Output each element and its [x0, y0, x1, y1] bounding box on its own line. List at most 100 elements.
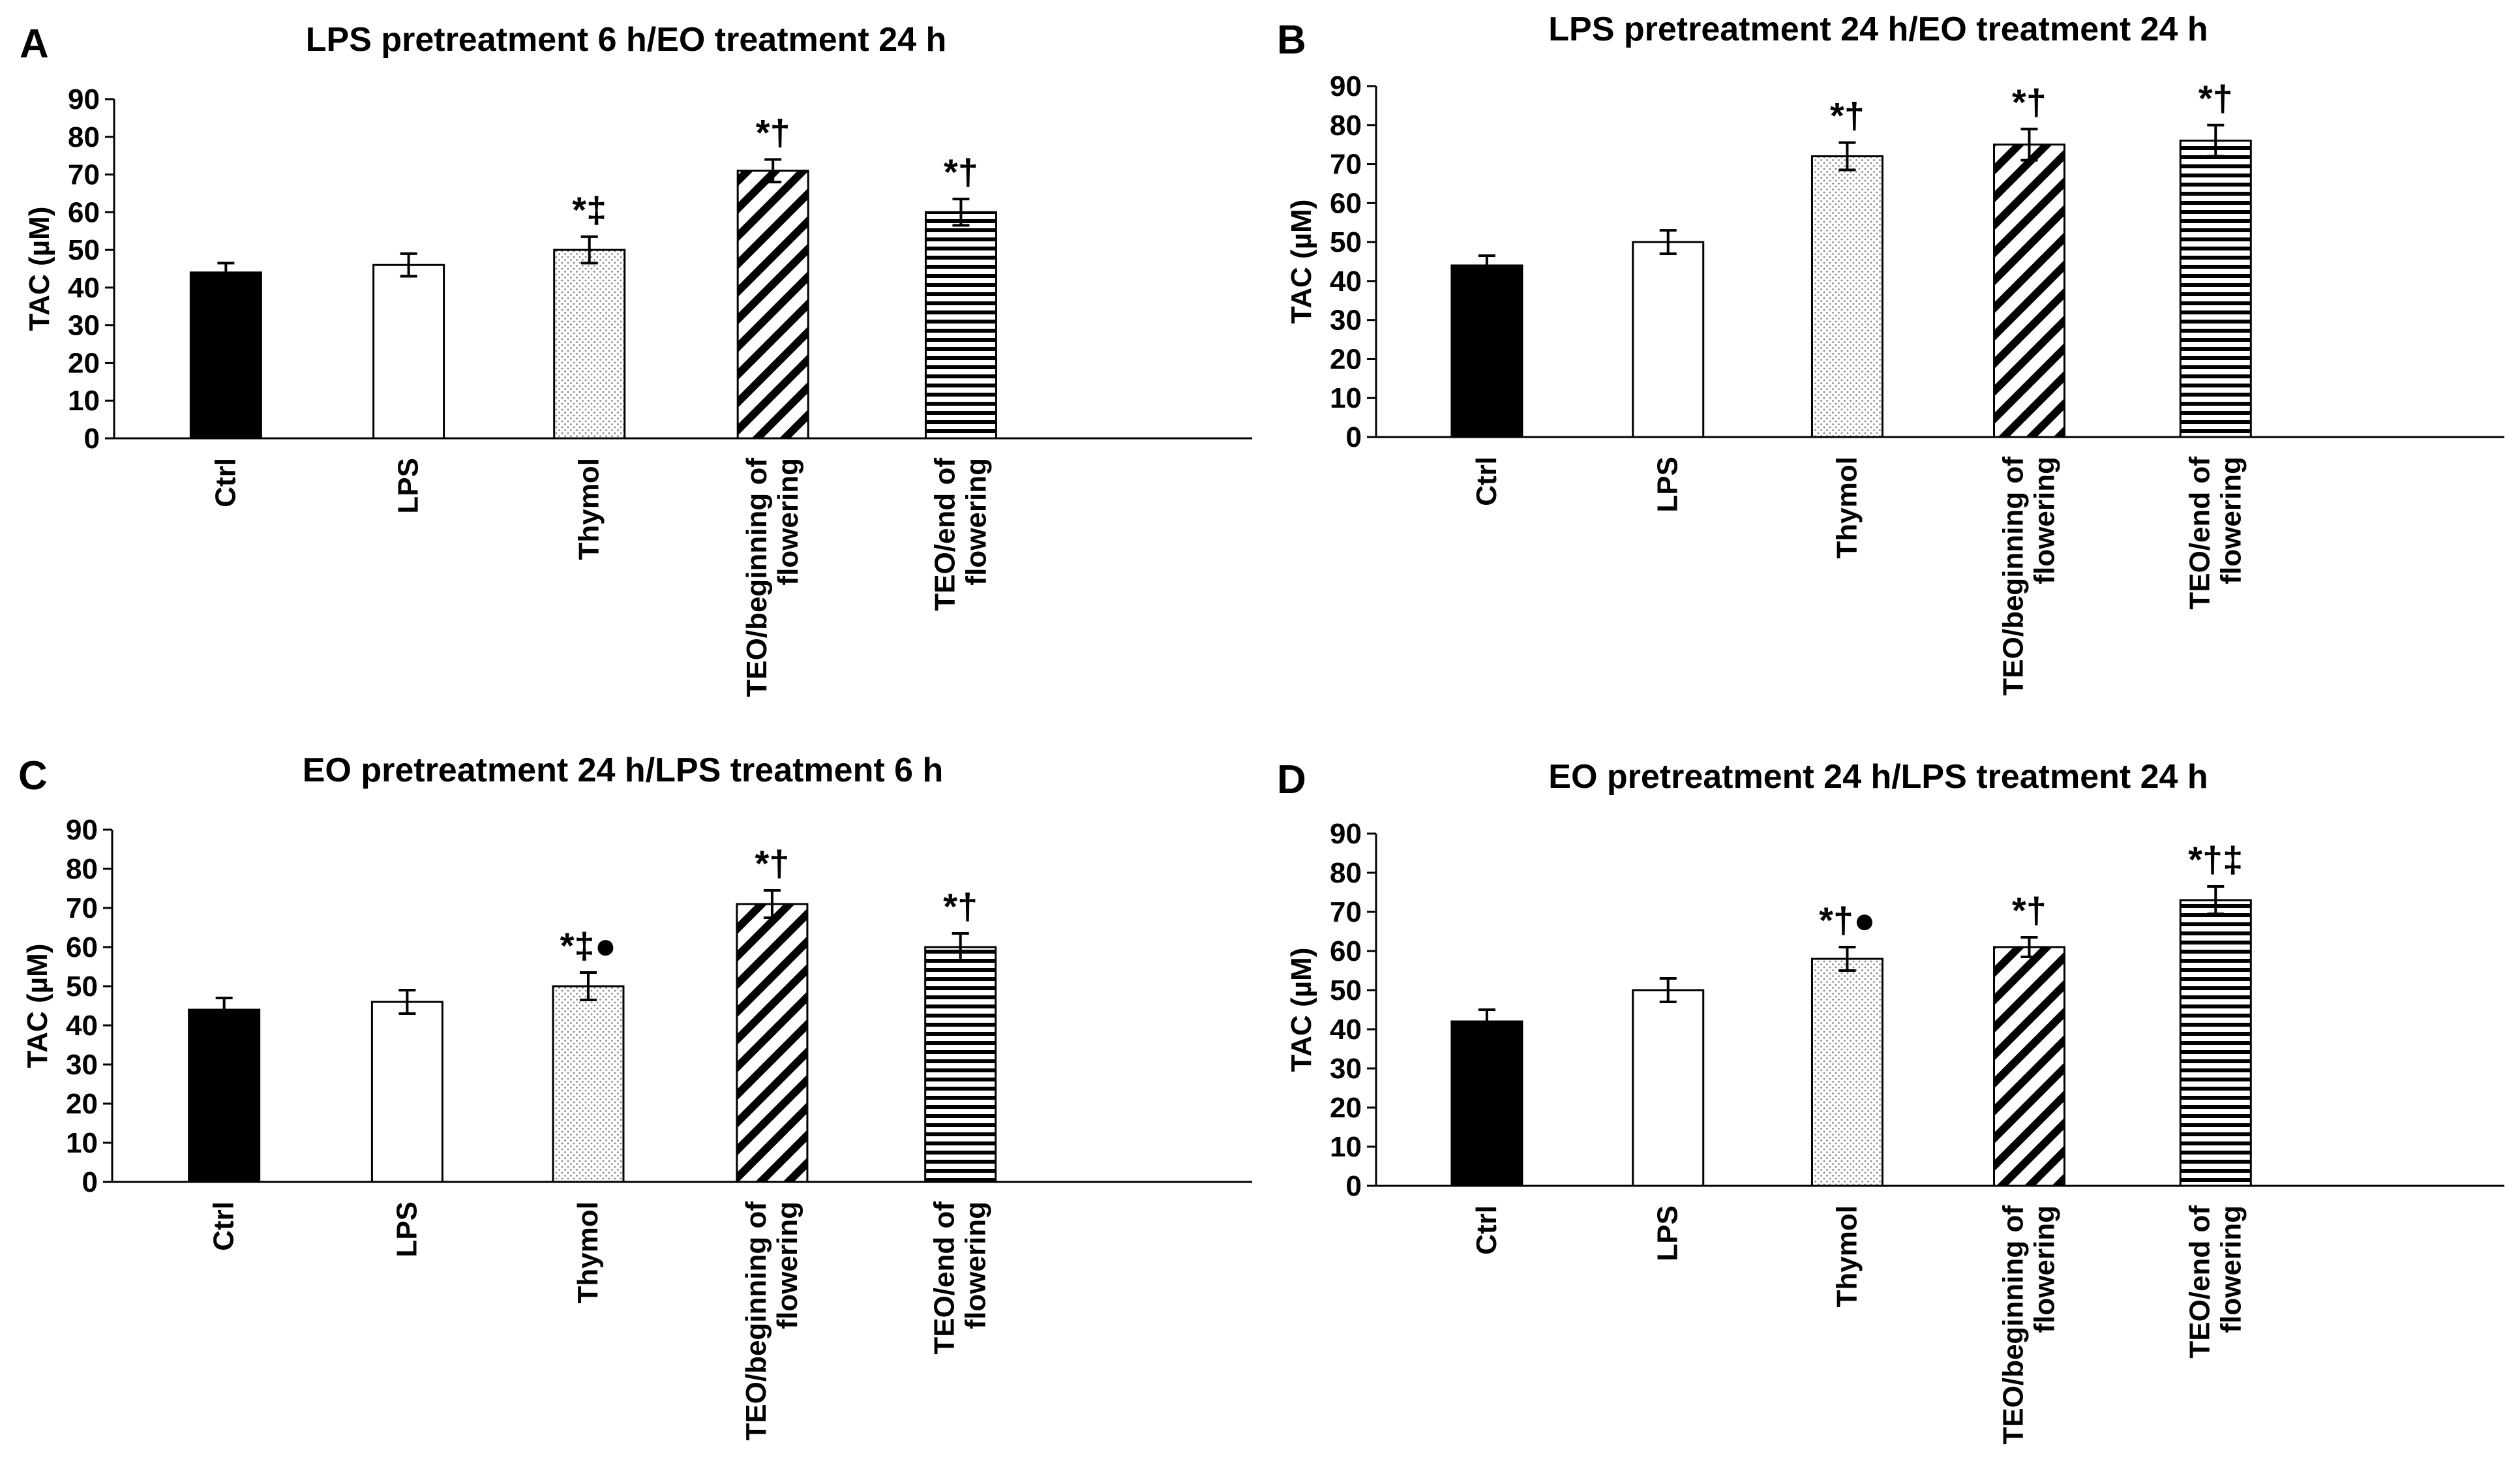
panel-a-y-tick-label: 50: [68, 234, 100, 266]
panel-c-category-label: flowering: [772, 1201, 803, 1329]
panel-b-title: LPS pretreatment 24 h/EO treatment 24 h: [1548, 10, 2208, 48]
panel-b-category-label: Ctrl: [1471, 457, 1503, 506]
panel-c-y-tick-label: 10: [66, 1127, 98, 1159]
panel-a-category-label: flowering: [772, 458, 804, 586]
panel-b-significance-label: *†: [2198, 78, 2233, 119]
panel-a-y-tick-label: 10: [68, 385, 100, 417]
panel-c-category-label: flowering: [960, 1201, 992, 1329]
panel-c-y-tick-label: 90: [66, 814, 98, 846]
panel-b-y-tick-label: 20: [1330, 343, 1362, 375]
panel-a-y-tick-label: 70: [68, 159, 100, 191]
panel-c-bar: [924, 946, 997, 1183]
panel-b-y-tick-label: 10: [1330, 382, 1362, 414]
panel-d-category-label: flowering: [2028, 1205, 2060, 1333]
panel-d: D EO pretreatment 24 h/LPS treatment 24 h…: [1277, 757, 2504, 1445]
panel-d-y-tick-label: 70: [1330, 896, 1362, 928]
panel-a-category-label: flowering: [960, 458, 992, 586]
panel-a-y-tick-label: 80: [68, 121, 100, 153]
panel-d-category-label: TEO/end of: [2183, 1205, 2215, 1359]
panel-a-bar: [189, 271, 262, 440]
panel-c-y-tick-label: 40: [66, 1010, 98, 1042]
panel-d-y-tick-label: 10: [1330, 1131, 1362, 1163]
panel-b-significance-label: *†: [1830, 95, 1865, 136]
panel-c-y-axis-label: TAC (µM): [22, 944, 53, 1068]
panel-c-y-tick-label: 60: [66, 931, 98, 963]
panel-c-bar: [370, 1001, 443, 1183]
panel-d-y-tick-label: 50: [1330, 974, 1362, 1006]
panel-d-letter: D: [1277, 757, 1306, 802]
panel-a-bar: [372, 264, 445, 440]
panel-d-bar: [1810, 958, 1883, 1187]
panel-c-significance-label: *†: [755, 843, 789, 884]
panel-c-significance-label: *†: [943, 886, 978, 927]
panel-a-y-axis-label: TAC (µM): [23, 207, 55, 331]
panel-b-category-label: LPS: [1652, 457, 1684, 513]
panel-a-category-label: LPS: [393, 458, 425, 514]
panel-b-y-tick-label: 50: [1330, 226, 1362, 258]
panel-c-significance-label: *‡●: [560, 925, 617, 966]
panel-b-category-label: flowering: [2028, 457, 2060, 584]
panel-d-y-tick-label: 60: [1330, 935, 1362, 967]
panel-d-y-tick-label: 30: [1330, 1053, 1362, 1085]
panel-b-category-label: TEO/beginning of: [1997, 457, 2029, 696]
panel-b-y-tick-label: 70: [1330, 149, 1362, 181]
panel-d-bar: [1992, 946, 2065, 1187]
panel-c-bar: [736, 903, 809, 1183]
panel-c-title: EO pretreatment 24 h/LPS treatment 6 h: [303, 751, 944, 789]
panel-b-bar: [1450, 264, 1523, 438]
panel-b-bar: [1632, 241, 1705, 438]
panel-b-y-tick-label: 90: [1330, 70, 1362, 102]
panel-b: B LPS pretreatment 24 h/EO treatment 24 h…: [1277, 10, 2504, 696]
panel-a-significance-label: *‡: [572, 189, 607, 230]
panel-d-y-tick-label: 20: [1330, 1092, 1362, 1124]
panel-b-category-label: Thymol: [1831, 457, 1863, 558]
panel-c-bar: [552, 985, 625, 1183]
panel-c-y-tick-label: 0: [82, 1166, 98, 1198]
panel-c-y-tick-label: 30: [66, 1049, 98, 1081]
panel-c-y-tick-label: 20: [66, 1088, 98, 1120]
panel-d-bar: [1450, 1020, 1523, 1187]
panel-b-letter: B: [1277, 18, 1306, 63]
panel-c-category-label: TEO/end of: [929, 1201, 961, 1355]
panel-a-category-label: Ctrl: [209, 458, 241, 507]
panel-a-bar: [924, 211, 997, 440]
panel-a-category-label: Thymol: [573, 458, 605, 560]
panel-b-y-tick-label: 40: [1330, 265, 1362, 297]
panel-c-category-label: LPS: [391, 1201, 423, 1258]
panel-b-category-label: TEO/end of: [2183, 457, 2215, 610]
panel-c-y-tick-label: 80: [66, 853, 98, 885]
panel-b-y-tick-label: 0: [1346, 421, 1362, 453]
panel-c-category-label: Thymol: [572, 1201, 604, 1303]
panel-a-y-tick-label: 60: [68, 196, 100, 228]
panel-a-significance-label: *†: [944, 151, 978, 192]
panel-b-y-tick-label: 60: [1330, 187, 1362, 219]
panel-b-bar: [1810, 155, 1883, 438]
panel-a-bar: [736, 170, 809, 440]
panel-b-category-label: flowering: [2215, 457, 2247, 584]
panel-c-y-tick-label: 50: [66, 971, 98, 1003]
panel-d-y-tick-label: 80: [1330, 857, 1362, 889]
panel-d-category-label: TEO/beginning of: [1997, 1205, 2029, 1445]
panel-d-category-label: LPS: [1652, 1205, 1684, 1261]
panel-b-bar: [1992, 143, 2065, 438]
panel-b-significance-label: *†: [2012, 82, 2047, 123]
panel-d-significance-label: *†‡: [2188, 839, 2243, 880]
panel-a-bar: [553, 249, 626, 440]
panel-c-letter: C: [18, 753, 48, 798]
panel-d-category-label: Ctrl: [1471, 1205, 1503, 1255]
panel-d-y-tick-label: 90: [1330, 818, 1362, 850]
panel-b-bar: [2179, 140, 2252, 438]
panel-d-y-tick-label: 0: [1346, 1170, 1362, 1202]
panel-b-y-axis-label: TAC (µM): [1285, 200, 1317, 324]
panel-a-y-tick-label: 30: [68, 310, 100, 342]
panel-c-category-label: TEO/beginning of: [740, 1201, 772, 1441]
panel-a-letter: A: [20, 22, 49, 67]
panel-d-y-tick-label: 40: [1330, 1014, 1362, 1046]
panel-a-title: LPS pretreatment 6 h/EO treatment 24 h: [306, 21, 947, 59]
panel-d-category-label: Thymol: [1831, 1205, 1863, 1307]
panel-c-category-label: Ctrl: [208, 1201, 240, 1251]
panel-a-category-label: TEO/beginning of: [741, 458, 773, 697]
panel-a-y-tick-label: 40: [68, 272, 100, 304]
panel-a: A LPS pretreatment 6 h/EO treatment 24 h 0…: [20, 21, 1252, 697]
